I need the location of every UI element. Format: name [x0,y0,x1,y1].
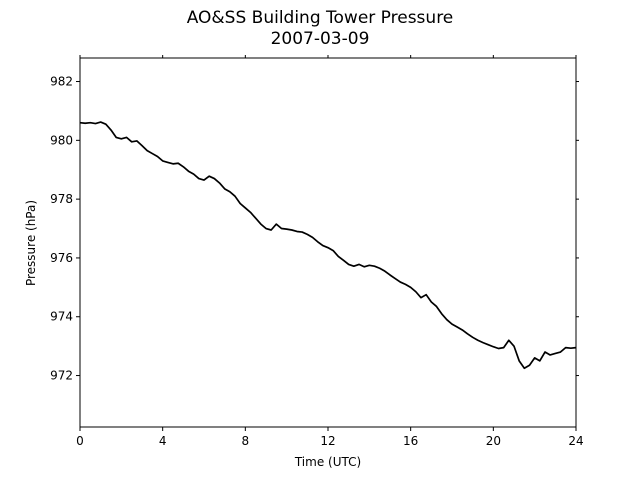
y-tick-label: 972 [50,369,73,383]
x-axis-label: Time (UTC) [294,455,361,469]
y-tick-label: 982 [50,75,73,89]
x-tick-label: 20 [486,434,501,448]
x-tick-label: 16 [403,434,418,448]
y-tick-label: 974 [50,310,73,324]
y-tick-label: 980 [50,133,73,147]
y-tick-label: 978 [50,192,73,206]
y-axis-label: Pressure (hPa) [24,200,38,286]
pressure-series-line [79,121,577,370]
y-tick-label: 976 [50,251,73,265]
x-tick-label: 4 [159,434,167,448]
chart-subtitle: 2007-03-09 [270,29,370,49]
plot-area [80,58,576,427]
plot-frame [79,57,577,428]
chart-title: AO&SS Building Tower Pressure [186,8,454,28]
x-tick-label: 24 [568,434,583,448]
x-tick-label: 12 [320,434,335,448]
x-tick-label: 0 [76,434,84,448]
x-tick-label: 8 [242,434,250,448]
axis-ticks: 0 4 8 12 16 20 24 972 974 976 978 980 982 [50,55,584,448]
